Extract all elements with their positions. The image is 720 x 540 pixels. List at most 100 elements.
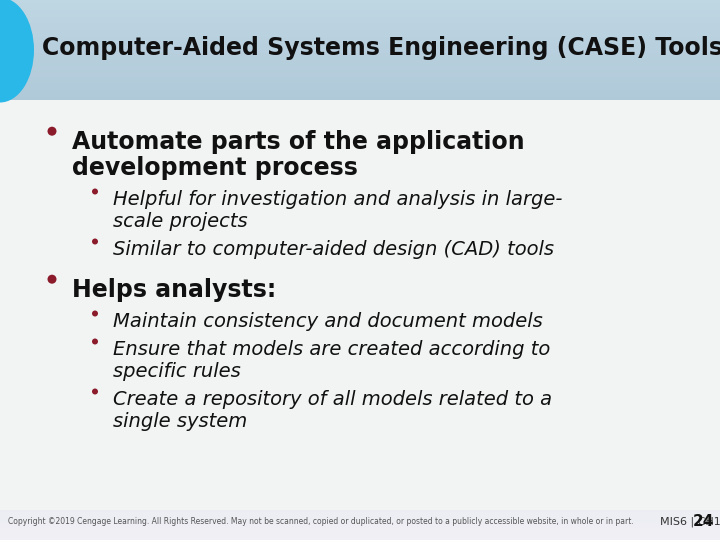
Bar — [0, 16, 720, 20]
Bar — [0, 301, 720, 308]
Bar — [0, 12, 720, 17]
Bar — [0, 307, 720, 313]
Bar — [0, 339, 720, 346]
Bar — [0, 393, 720, 400]
Bar — [0, 62, 720, 66]
Bar — [0, 161, 720, 167]
Bar — [0, 52, 720, 57]
Bar — [0, 501, 720, 508]
Bar — [0, 102, 720, 108]
Ellipse shape — [92, 239, 98, 245]
Bar — [0, 172, 720, 178]
Bar — [0, 188, 720, 194]
Bar — [0, 69, 720, 76]
Bar — [0, 112, 720, 119]
Bar — [0, 107, 720, 113]
Bar — [0, 26, 720, 30]
Bar — [0, 4, 720, 11]
Bar — [0, 372, 720, 378]
Bar — [0, 150, 720, 157]
Bar — [0, 312, 720, 319]
Bar — [0, 39, 720, 43]
Bar — [0, 231, 720, 238]
Bar — [0, 86, 720, 90]
Bar — [0, 89, 720, 93]
Bar — [0, 247, 720, 254]
Bar — [0, 226, 720, 232]
Bar — [0, 436, 720, 443]
Bar — [0, 409, 720, 416]
Bar — [0, 53, 720, 59]
Bar — [0, 79, 720, 83]
Bar — [0, 523, 720, 529]
Text: Helps analysts:: Helps analysts: — [72, 278, 276, 302]
Text: Automate parts of the application: Automate parts of the application — [72, 130, 525, 154]
Bar — [0, 242, 720, 248]
Bar — [0, 237, 720, 243]
Bar — [0, 56, 720, 60]
Text: Create a repository of all models related to a: Create a repository of all models relate… — [113, 390, 552, 409]
Bar — [0, 458, 720, 464]
Bar — [0, 382, 720, 389]
Bar — [0, 361, 720, 367]
Bar — [0, 26, 720, 32]
Bar — [0, 280, 720, 286]
Bar — [0, 48, 720, 54]
Bar — [0, 177, 720, 184]
Bar — [0, 10, 720, 16]
Text: Copyright ©2019 Cengage Learning. All Rights Reserved. May not be scanned, copie: Copyright ©2019 Cengage Learning. All Ri… — [8, 517, 634, 526]
Bar — [0, 36, 720, 40]
Bar — [0, 58, 720, 65]
Bar — [0, 96, 720, 100]
Bar — [0, 183, 720, 189]
Bar — [0, 274, 720, 281]
Bar — [0, 69, 720, 73]
Bar — [0, 399, 720, 405]
Bar — [0, 447, 720, 454]
Bar — [0, 29, 720, 33]
Bar — [0, 75, 720, 81]
Bar — [0, 204, 720, 211]
Bar — [0, 9, 720, 14]
Bar — [0, 85, 720, 92]
Bar — [0, 5, 720, 10]
Bar — [0, 31, 720, 38]
Bar — [0, 388, 720, 394]
Bar — [0, 42, 720, 49]
Bar — [0, 328, 720, 335]
Bar — [0, 210, 720, 216]
Bar — [0, 82, 720, 86]
Bar — [0, 264, 720, 270]
Bar — [0, 49, 720, 53]
Ellipse shape — [92, 388, 98, 395]
Ellipse shape — [48, 275, 56, 284]
Bar — [0, 80, 720, 86]
Bar — [0, 253, 720, 259]
Bar — [0, 507, 720, 513]
Bar — [0, 258, 720, 265]
Bar — [0, 355, 720, 362]
Bar — [0, 323, 720, 329]
Bar — [0, 139, 720, 146]
Bar — [0, 480, 720, 486]
Bar — [0, 496, 720, 502]
Text: 24: 24 — [693, 515, 714, 530]
Bar — [0, 404, 720, 410]
Bar — [0, 19, 720, 23]
Bar — [0, 285, 720, 292]
Text: single system: single system — [113, 412, 247, 431]
Bar — [0, 453, 720, 459]
Bar — [0, 345, 720, 351]
Text: Helpful for investigation and analysis in large-: Helpful for investigation and analysis i… — [113, 190, 562, 209]
Bar — [0, 92, 720, 97]
Bar — [0, 366, 720, 373]
Text: Similar to computer-aided design (CAD) tools: Similar to computer-aided design (CAD) t… — [113, 240, 554, 259]
Bar — [0, 129, 720, 135]
Bar — [0, 100, 720, 510]
Bar — [0, 415, 720, 421]
Bar — [0, 166, 720, 173]
Bar — [0, 269, 720, 275]
Bar — [0, 15, 720, 22]
Bar — [0, 215, 720, 221]
Bar — [0, 431, 720, 437]
